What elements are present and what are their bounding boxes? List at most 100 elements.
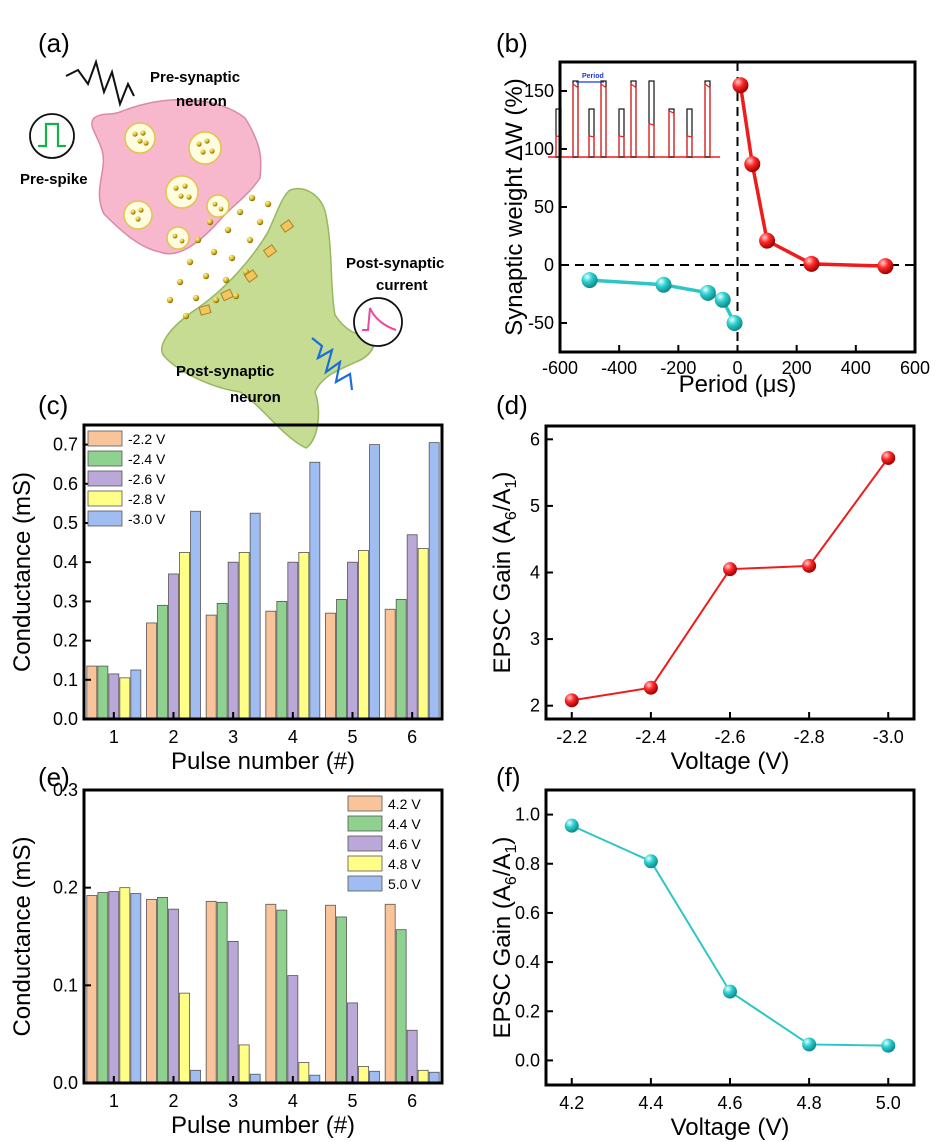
plot-frame: [82, 788, 444, 1085]
bar: [190, 1069, 201, 1084]
x-axis-title: Pulse number (#): [171, 748, 355, 775]
legend-label: -2.4 V: [128, 451, 166, 467]
x-tick-label: 5: [347, 1091, 357, 1111]
x-tick-label: 0: [732, 358, 742, 378]
x-tick-label: -400: [601, 358, 637, 378]
chart-f: 4.2 4.4 4.6 4.8 5.0 0.0 0.2 0.4 0.6 0.8 1.0 Voltage…: [489, 788, 916, 1141]
inset-response: [600, 82, 607, 157]
bar: [417, 1069, 429, 1084]
bar: [119, 677, 131, 720]
bar: [249, 512, 261, 720]
x-tick-label: 4: [288, 727, 298, 747]
y-tick-label: 0: [544, 255, 554, 275]
x-tick-label: -2.8: [794, 727, 825, 747]
bar: [168, 908, 179, 1084]
chart-e: 1 2 3 4 5 6 0.0 0.1 0.2 0.3 4.2 V 4.4 V 4.6 V 4.8 V 5.…: [9, 780, 444, 1139]
bar: [276, 601, 288, 720]
bar: [227, 940, 239, 1084]
x-axis-title: Voltage (V): [671, 748, 790, 775]
legend-swatch: [347, 855, 383, 872]
bar: [108, 891, 120, 1084]
x-tick-label: 1: [109, 1091, 119, 1111]
x-tick-label: 400: [841, 358, 871, 378]
legend-label: 5.0 V: [388, 876, 421, 892]
bar: [86, 895, 98, 1084]
data-point: [802, 1037, 817, 1052]
pre-spike-icon: [29, 113, 75, 159]
data-point: [726, 315, 743, 331]
inset-response: [668, 109, 675, 157]
x-tick-label: 2: [168, 1091, 178, 1111]
y-tick-label: 150: [524, 81, 554, 101]
post-current-label-1: Post-synaptic: [346, 255, 444, 272]
y-tick-label: 2: [530, 696, 540, 716]
post-current-label-2: current: [376, 277, 428, 294]
legend-swatch: [347, 795, 383, 812]
bar: [205, 900, 217, 1084]
inset-pulse: [618, 108, 625, 158]
inset-response: [648, 122, 655, 157]
bar: [347, 1002, 358, 1084]
legend-swatch: [347, 815, 383, 832]
x-tick-label: 4: [288, 1091, 298, 1111]
data-point: [564, 818, 579, 833]
bar: [358, 1065, 369, 1084]
x-tick-label: 5.0: [876, 1093, 901, 1113]
bar: [157, 897, 168, 1084]
y-axis-title: Conductance (mS): [9, 472, 36, 672]
data-point: [744, 156, 761, 173]
data-point: [564, 693, 579, 708]
x-tick-label: 2: [168, 727, 178, 747]
bar: [369, 1070, 380, 1084]
y-tick-label: 0.2: [515, 1001, 540, 1021]
bar: [205, 614, 217, 720]
bar: [216, 901, 228, 1084]
y-tick-label: 0.3: [53, 591, 78, 611]
bar: [325, 612, 336, 720]
y-axis-title: Synaptic weight ΔW (%): [501, 78, 528, 335]
y-tick-label: 100: [524, 139, 554, 159]
y-tick-label: 0.1: [53, 975, 78, 995]
legend-label: 4.6 V: [388, 836, 421, 852]
data-point: [655, 276, 672, 293]
bar: [157, 604, 168, 720]
x-tick-label: 6: [407, 1091, 417, 1111]
panel-c-letter: (c): [38, 390, 68, 420]
legend-label: 4.4 V: [388, 816, 421, 832]
y-tick-label: 0.2: [53, 878, 78, 898]
data-point: [803, 255, 820, 272]
y-tick-label: 0.6: [53, 474, 78, 494]
legend-swatch: [87, 450, 123, 467]
data-point: [643, 680, 658, 695]
x-tick-label: 4.8: [797, 1093, 822, 1113]
data-point: [759, 232, 776, 249]
x-tick-label: 3: [228, 727, 238, 747]
inset-response: [686, 135, 693, 157]
data-point: [699, 284, 716, 301]
chart-c: 1 2 3 4 5 6 0.0 0.1 0.2 0.3 0.4 0.5 0.6 0.7 -2.2 V -2.4…: [9, 423, 444, 775]
panel-e-letter: (e): [38, 762, 70, 792]
bar: [227, 561, 239, 720]
plot-frame: [82, 423, 444, 721]
bar: [265, 610, 277, 720]
bar: [190, 510, 201, 720]
bar: [358, 550, 369, 720]
series-line: [571, 457, 890, 702]
y-tick-label: 0.7: [53, 435, 78, 455]
bar: [428, 1071, 440, 1084]
x-tick-label: 6: [407, 727, 417, 747]
bar: [369, 444, 380, 720]
data-point: [732, 77, 749, 94]
plot-frame: [544, 788, 916, 1087]
data-point: [881, 1038, 896, 1053]
legend-label: -2.6 V: [128, 471, 166, 487]
x-tick-label: 4.2: [559, 1093, 584, 1113]
y-tick-label: 0.0: [515, 1050, 540, 1070]
inset-response: [588, 135, 595, 157]
inset-pulse: [630, 80, 637, 158]
bar: [168, 573, 179, 720]
inset-pulse: [648, 80, 655, 158]
y-tick-label: -50: [528, 313, 554, 333]
legend-label: 4.8 V: [388, 856, 421, 872]
